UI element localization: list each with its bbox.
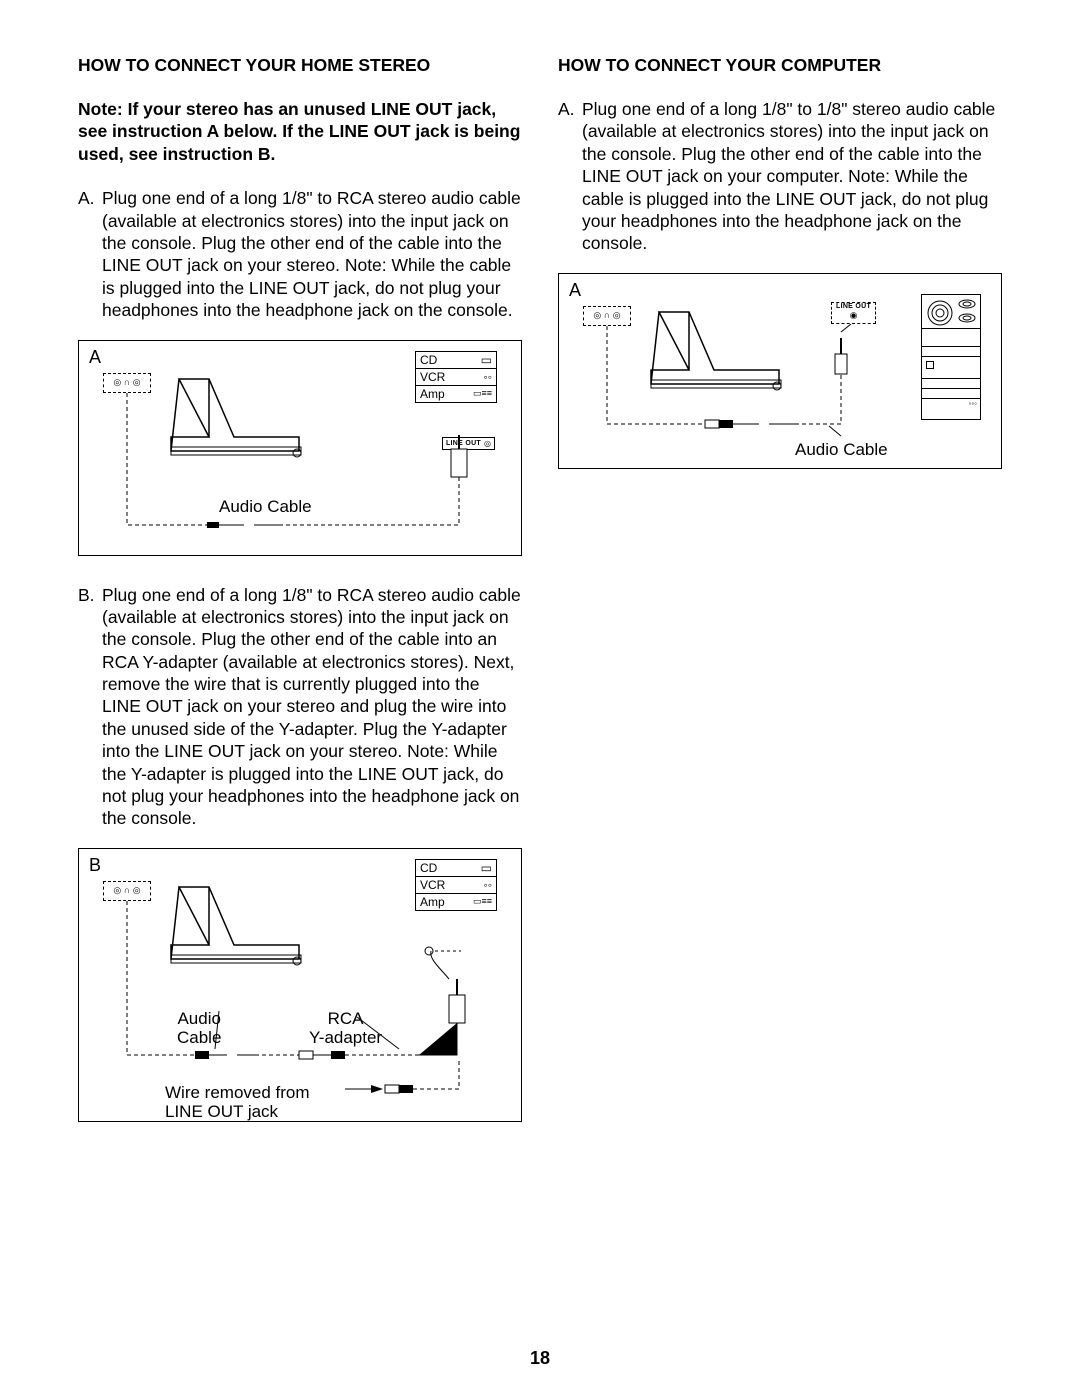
console-jack-icon: ◎ ∩ ◎: [103, 881, 151, 901]
vcr-label-b: VCR: [420, 878, 445, 892]
lineout-dashed-box: LINE OUT ◉: [831, 302, 876, 324]
page-number: 18: [0, 1348, 1080, 1369]
step-b-text: Plug one end of a long 1/8" to RCA stere…: [102, 584, 522, 830]
step-a-right: A. Plug one end of a long 1/8" to 1/8" s…: [558, 98, 1002, 255]
step-a-right-text: Plug one end of a long 1/8" to 1/8" ster…: [582, 98, 1002, 255]
cd-label-b: CD: [420, 861, 437, 875]
diagram-c-label: A: [569, 280, 581, 301]
diagram-computer-a: A ◎ ∩ ◎ LINE OUT ◉: [558, 273, 1002, 469]
step-a-text: Plug one end of a long 1/8" to RCA stere…: [102, 187, 522, 321]
diagram-a-label: A: [89, 347, 101, 368]
diagram-stereo-b: B ◎ ∩ ◎ CD▭ VCR◦◦ Amp▭≡≡ Audio Cable RCA…: [78, 848, 522, 1122]
diagram-b-label: B: [89, 855, 101, 876]
cable-path-icon: [99, 391, 499, 551]
step-a-letter: A.: [78, 187, 102, 321]
lineout-text-c: LINE OUT: [836, 303, 871, 310]
left-heading: HOW TO CONNECT YOUR HOME STEREO: [78, 55, 522, 76]
step-b-letter: B.: [78, 584, 102, 830]
cd-label: CD: [420, 353, 437, 367]
console-jack-icon: ◎ ∩ ◎: [103, 373, 151, 393]
left-note: Note: If your stereo has an unused LINE …: [78, 98, 522, 165]
vcr-label: VCR: [420, 370, 445, 384]
speaker-icon: [926, 299, 954, 327]
cable-path-c-icon: [579, 324, 979, 464]
right-heading: HOW TO CONNECT YOUR COMPUTER: [558, 55, 1002, 76]
console-jack-icon: ◎ ∩ ◎: [583, 306, 631, 326]
step-b: B. Plug one end of a long 1/8" to RCA st…: [78, 584, 522, 830]
left-column: HOW TO CONNECT YOUR HOME STEREO Note: If…: [78, 55, 522, 1150]
step-a: A. Plug one end of a long 1/8" to RCA st…: [78, 187, 522, 321]
step-a-right-letter: A.: [558, 98, 582, 255]
cable-path-b-icon: [99, 899, 499, 1119]
diagram-stereo-a: A ◎ ∩ ◎ CD▭ VCR◦◦ Amp▭≡≡ LINE OUT◎ Audio…: [78, 340, 522, 556]
right-column: HOW TO CONNECT YOUR COMPUTER A. Plug one…: [558, 55, 1002, 1150]
